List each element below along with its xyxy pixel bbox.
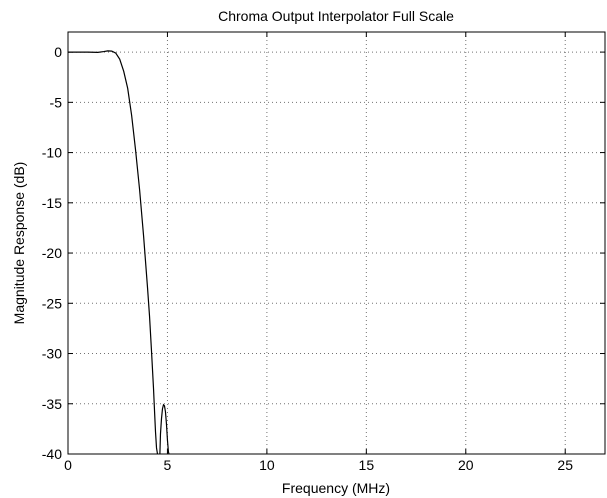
y-tick-label: -25: [42, 295, 62, 311]
chart-title: Chroma Output Interpolator Full Scale: [218, 8, 454, 24]
x-tick-label: 5: [164, 457, 172, 473]
y-tick-label: -30: [42, 346, 62, 362]
x-tick-label: 0: [64, 457, 72, 473]
x-axis-label: Frequency (MHz): [282, 480, 390, 496]
series-group: [68, 50, 170, 455]
x-tick-label: 10: [259, 457, 275, 473]
y-tick-labels: 0 -5 -10 -15 -20 -25 -30 -35 -40: [42, 44, 62, 462]
y-tick-label: 0: [54, 44, 62, 60]
y-tick-label: -35: [42, 396, 62, 412]
x-tick-labels: 0 5 10 15 20 25: [64, 457, 573, 473]
plot-area-frame: [67, 31, 606, 455]
y-tick-label: -40: [42, 446, 62, 462]
y-tick-label: -10: [42, 145, 62, 161]
y-tick-label: -5: [50, 94, 63, 110]
response-curve-segment-1: [68, 50, 159, 455]
x-tick-label: 25: [557, 457, 573, 473]
x-tick-label: 15: [359, 457, 375, 473]
y-axis-label: Magnitude Response (dB): [11, 162, 27, 325]
y-tick-label: -20: [42, 245, 62, 261]
y-tick-label: -15: [42, 195, 62, 211]
x-tick-label: 20: [458, 457, 474, 473]
response-curve-segment-2: [159, 403, 170, 455]
axis-ticks: [67, 32, 605, 455]
grid-lines: [68, 32, 605, 454]
